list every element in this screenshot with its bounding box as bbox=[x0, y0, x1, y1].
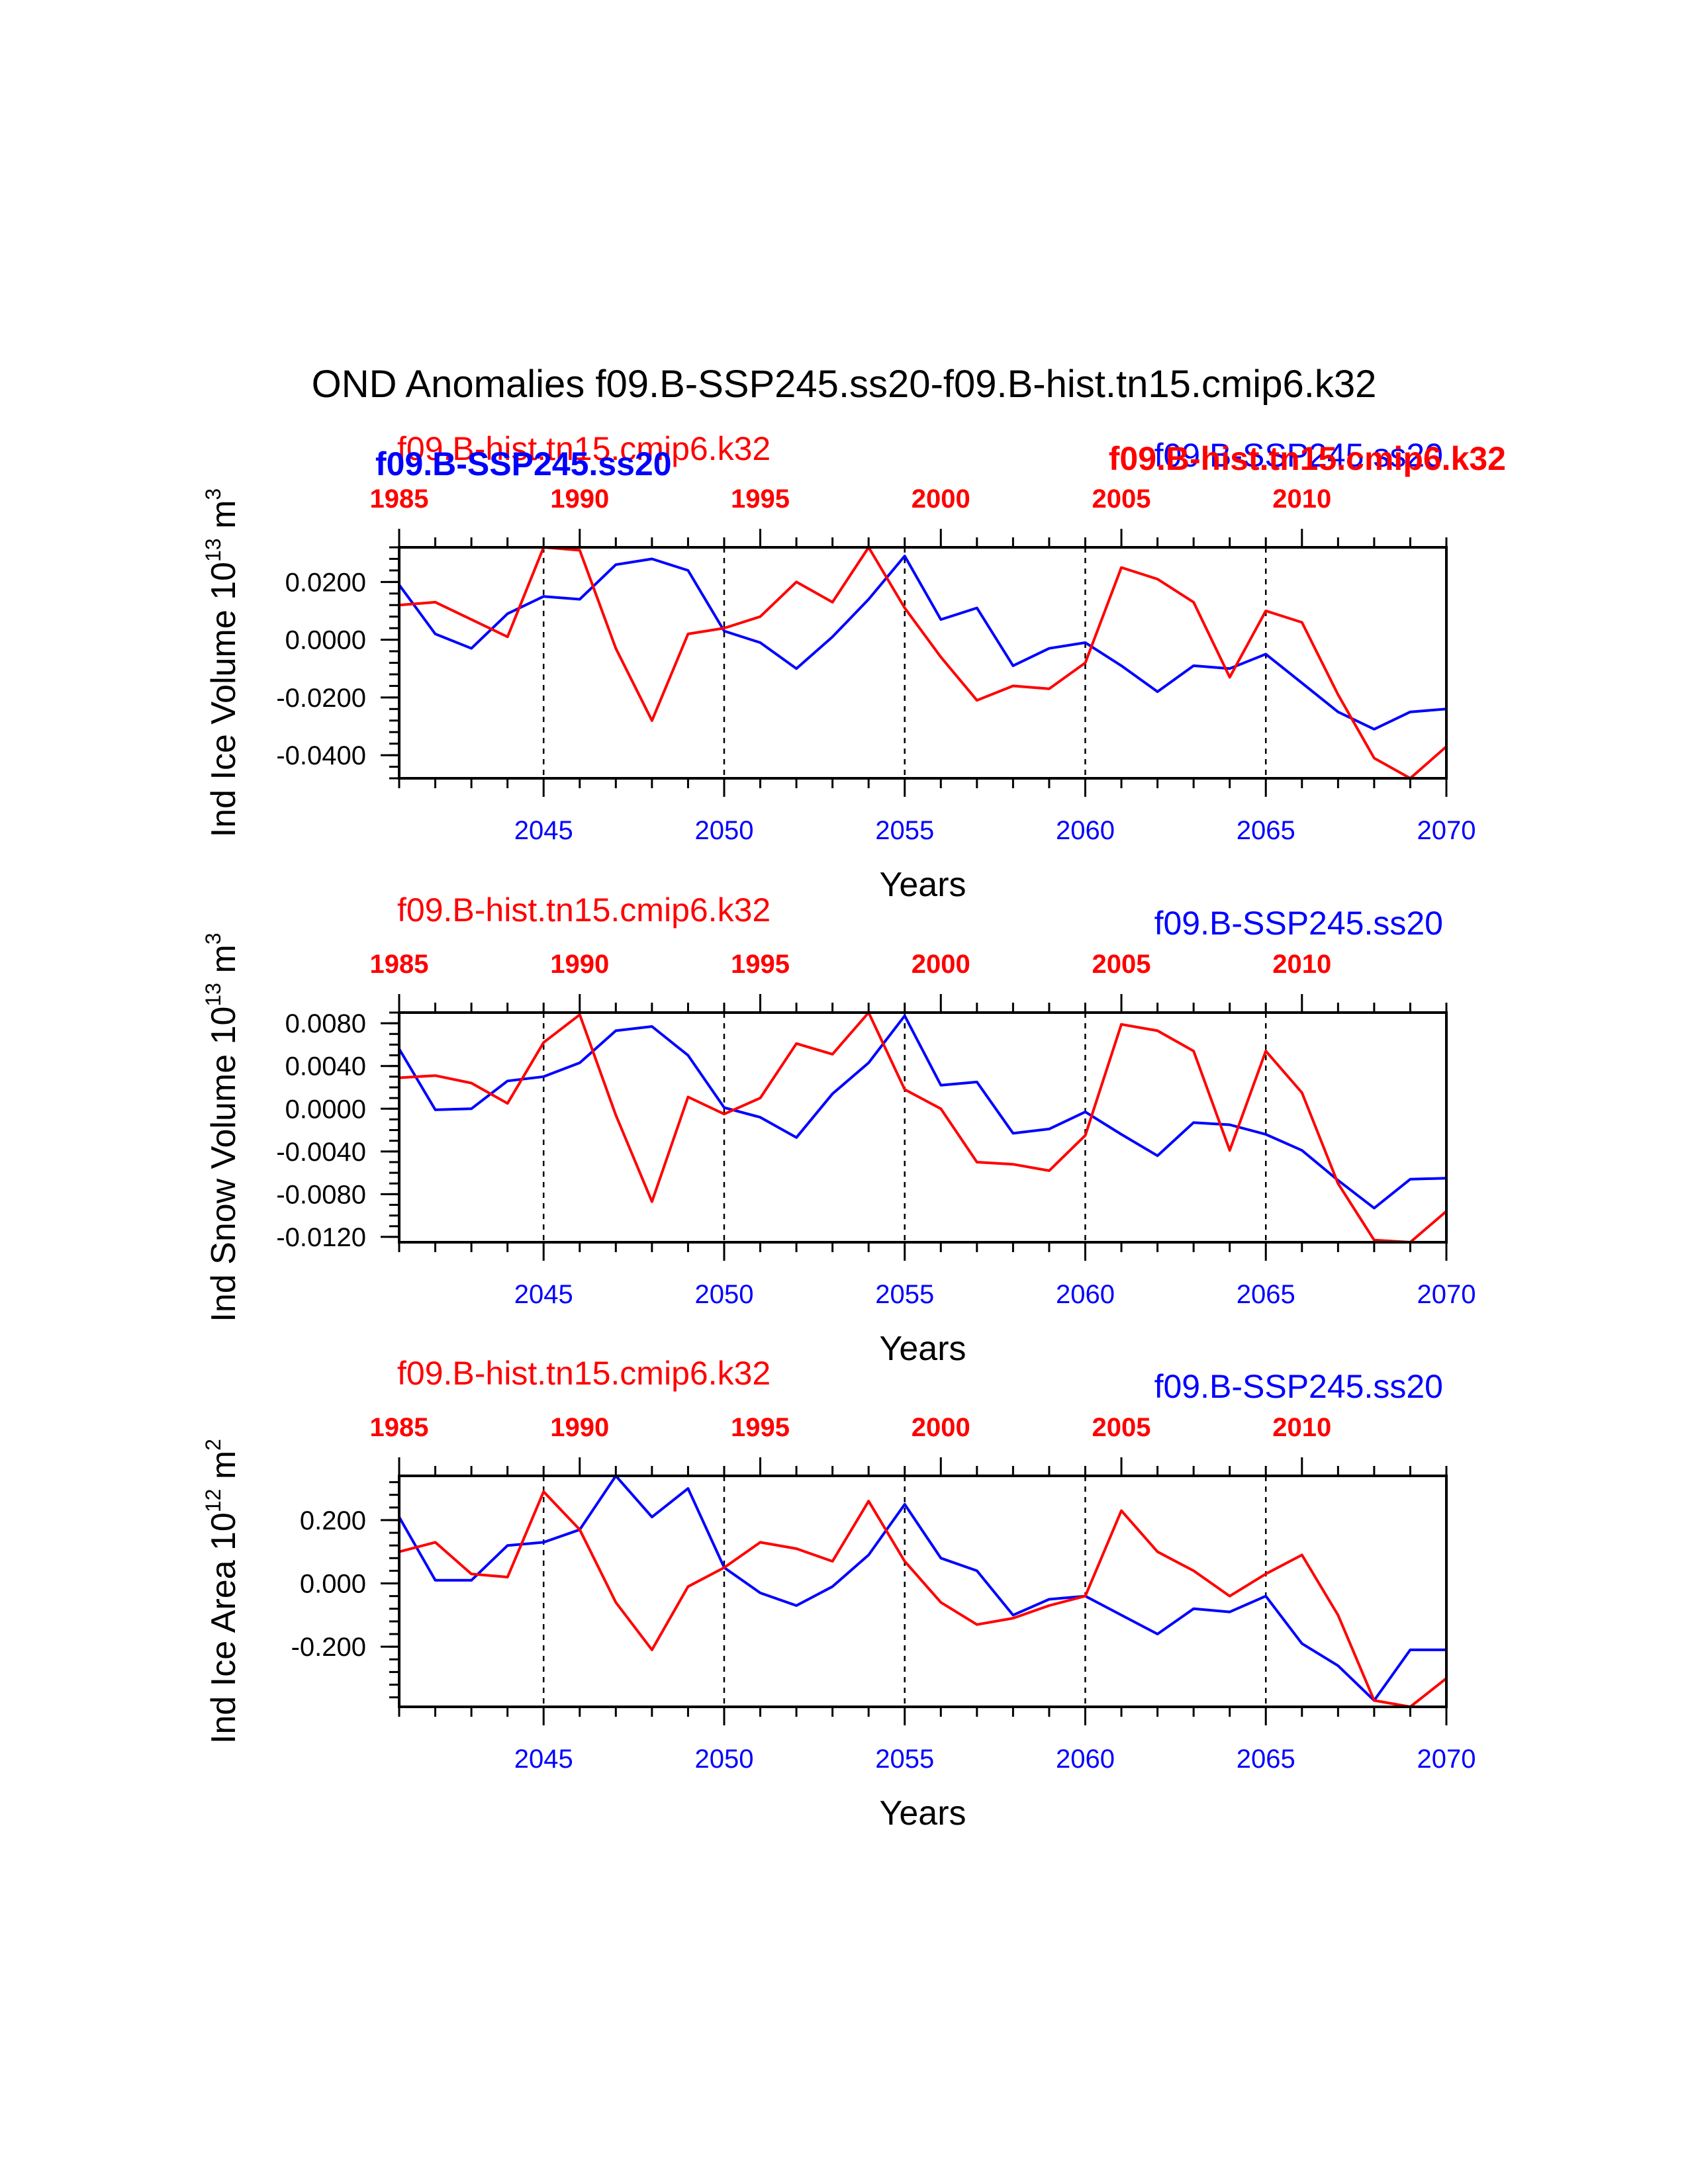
y-tick-label: 0.000 bbox=[300, 1570, 366, 1599]
top-x-tick-label: 2010 bbox=[1272, 1413, 1331, 1442]
panels-group: 2045 2050 2055 2060 2065 2070 1985 1990 1995 2000… bbox=[201, 484, 1476, 1833]
panel1-ssp-bold-label: f09.B-SSP245.ss20 bbox=[375, 445, 672, 482]
y-axis-label: Ind Ice Area 1012 m2 bbox=[201, 1439, 243, 1744]
y-axis-label: Ind Ice Volume 1013 m3 bbox=[201, 488, 243, 837]
panel1-hist-label: f09.B-hist.tn15.cmip6.k32 bbox=[397, 430, 771, 467]
y-label-unit: m bbox=[205, 1451, 243, 1489]
y-label-unit-exponent: 2 bbox=[201, 1439, 225, 1451]
plot-frame bbox=[398, 1475, 1448, 1708]
y-label-unit: m bbox=[205, 500, 243, 539]
top-x-tick-label: 1985 bbox=[370, 1413, 429, 1442]
x-tick-label: 2055 bbox=[875, 1745, 934, 1774]
series-label-hist: f09.B-hist.tn15.cmip6.k32 bbox=[397, 1355, 771, 1392]
x-tick-label: 2055 bbox=[875, 1280, 934, 1309]
x-tick-label: 2045 bbox=[514, 816, 573, 845]
y-tick-label: -0.200 bbox=[291, 1633, 366, 1662]
plot-frame bbox=[398, 1011, 1448, 1244]
y-label-unit: m bbox=[205, 944, 243, 983]
x-tick-label: 2065 bbox=[1237, 1745, 1295, 1774]
x-tick-label: 2065 bbox=[1237, 1280, 1295, 1309]
panel-3: 2045 2050 2055 2060 2065 2070 1985 1990 1995 2000… bbox=[201, 1355, 1476, 1833]
y-label-exponent: 12 bbox=[201, 1489, 225, 1513]
top-x-tick-label: 1985 bbox=[370, 950, 429, 979]
panel1-ssp-label: f09.B-SSP245.ss20 bbox=[1154, 437, 1443, 474]
x-tick-label: 2070 bbox=[1417, 1745, 1476, 1774]
top-x-tick-label: 1995 bbox=[731, 950, 790, 979]
top-x-tick-label: 2005 bbox=[1092, 484, 1151, 514]
y-label-unit-exponent: 3 bbox=[201, 933, 225, 944]
series-line-ssp245 bbox=[398, 1014, 1447, 1210]
x-tick-label: 2060 bbox=[1056, 1745, 1115, 1774]
x-tick-label: 2070 bbox=[1417, 816, 1476, 845]
series-label-ssp245: f09.B-SSP245.ss20 bbox=[1154, 1368, 1443, 1405]
y-tick-label: -0.0040 bbox=[276, 1138, 366, 1167]
series-line-hist bbox=[399, 1011, 1448, 1244]
top-x-tick-label: 2000 bbox=[912, 1413, 970, 1442]
y-tick-label: 0.0000 bbox=[285, 1095, 366, 1124]
y-tick-label: 0.0080 bbox=[285, 1009, 366, 1038]
y-tick-label: -0.0120 bbox=[276, 1223, 366, 1252]
y-tick-label: -0.0200 bbox=[276, 684, 366, 713]
y-label-exponent: 13 bbox=[201, 538, 225, 562]
x-axis-label: Years bbox=[879, 866, 966, 904]
x-tick-label: 2060 bbox=[1056, 816, 1115, 845]
plot-frame bbox=[398, 546, 1448, 780]
panel-1: 2045 2050 2055 2060 2065 2070 1985 1990 1995 2000… bbox=[201, 484, 1476, 904]
y-tick-label: 0.0200 bbox=[285, 568, 366, 597]
top-x-tick-label: 2005 bbox=[1092, 1413, 1151, 1442]
top-x-tick-label: 1990 bbox=[550, 1413, 609, 1442]
y-label-text: Ind Ice Area 10 bbox=[205, 1512, 243, 1744]
y-tick-label: -0.0400 bbox=[276, 741, 366, 770]
figure-title: OND Anomalies f09.B-SSP245.ss20-f09.B-hi… bbox=[312, 363, 1377, 406]
top-x-tick-label: 2010 bbox=[1272, 950, 1331, 979]
x-axis-label: Years bbox=[879, 1330, 966, 1368]
top-x-tick-label: 2000 bbox=[912, 484, 970, 514]
series-line-ssp245 bbox=[398, 555, 1447, 731]
y-label-unit-exponent: 3 bbox=[201, 488, 225, 500]
top-x-tick-label: 2000 bbox=[912, 950, 970, 979]
y-axis-label: Ind Snow Volume 1013 m3 bbox=[201, 933, 243, 1322]
x-tick-label: 2045 bbox=[514, 1280, 573, 1309]
x-tick-label: 2070 bbox=[1417, 1280, 1476, 1309]
y-label-exponent: 13 bbox=[201, 983, 225, 1007]
x-axis-label: Years bbox=[879, 1794, 966, 1833]
x-tick-label: 2050 bbox=[694, 1280, 753, 1309]
top-x-tick-label: 2010 bbox=[1272, 484, 1331, 514]
series-line-hist bbox=[399, 546, 1448, 780]
series-label-hist: f09.B-hist.tn15.cmip6.k32 bbox=[397, 891, 771, 929]
series-line-hist bbox=[399, 1490, 1448, 1708]
top-x-tick-label: 2005 bbox=[1092, 950, 1151, 979]
top-x-tick-label: 1995 bbox=[731, 1413, 790, 1442]
x-tick-label: 2050 bbox=[694, 1745, 753, 1774]
top-x-tick-label: 1985 bbox=[370, 484, 429, 514]
panel1-hist-bold-label: f09.B-hist.tn15.cmip6.k32 bbox=[1109, 440, 1506, 477]
x-tick-label: 2045 bbox=[514, 1745, 573, 1774]
y-tick-label: 0.0040 bbox=[285, 1052, 366, 1081]
top-x-tick-label: 1995 bbox=[731, 484, 790, 514]
x-tick-label: 2065 bbox=[1237, 816, 1295, 845]
top-x-tick-label: 1990 bbox=[550, 484, 609, 514]
y-tick-label: -0.0080 bbox=[276, 1180, 366, 1209]
series-line-ssp245 bbox=[398, 1475, 1446, 1702]
x-tick-label: 2060 bbox=[1056, 1280, 1115, 1309]
series-label-ssp245: f09.B-SSP245.ss20 bbox=[1154, 905, 1443, 942]
y-tick-label: 0.0000 bbox=[285, 626, 366, 655]
y-label-text: Ind Snow Volume 10 bbox=[205, 1007, 243, 1322]
x-tick-label: 2055 bbox=[875, 816, 934, 845]
y-tick-label: 0.200 bbox=[300, 1506, 366, 1535]
panel-2: 2045 2050 2055 2060 2065 2070 1985 1990 1995 2000… bbox=[201, 891, 1476, 1368]
top-x-tick-label: 1990 bbox=[550, 950, 609, 979]
x-tick-label: 2050 bbox=[694, 816, 753, 845]
y-label-text: Ind Ice Volume 10 bbox=[205, 562, 243, 837]
